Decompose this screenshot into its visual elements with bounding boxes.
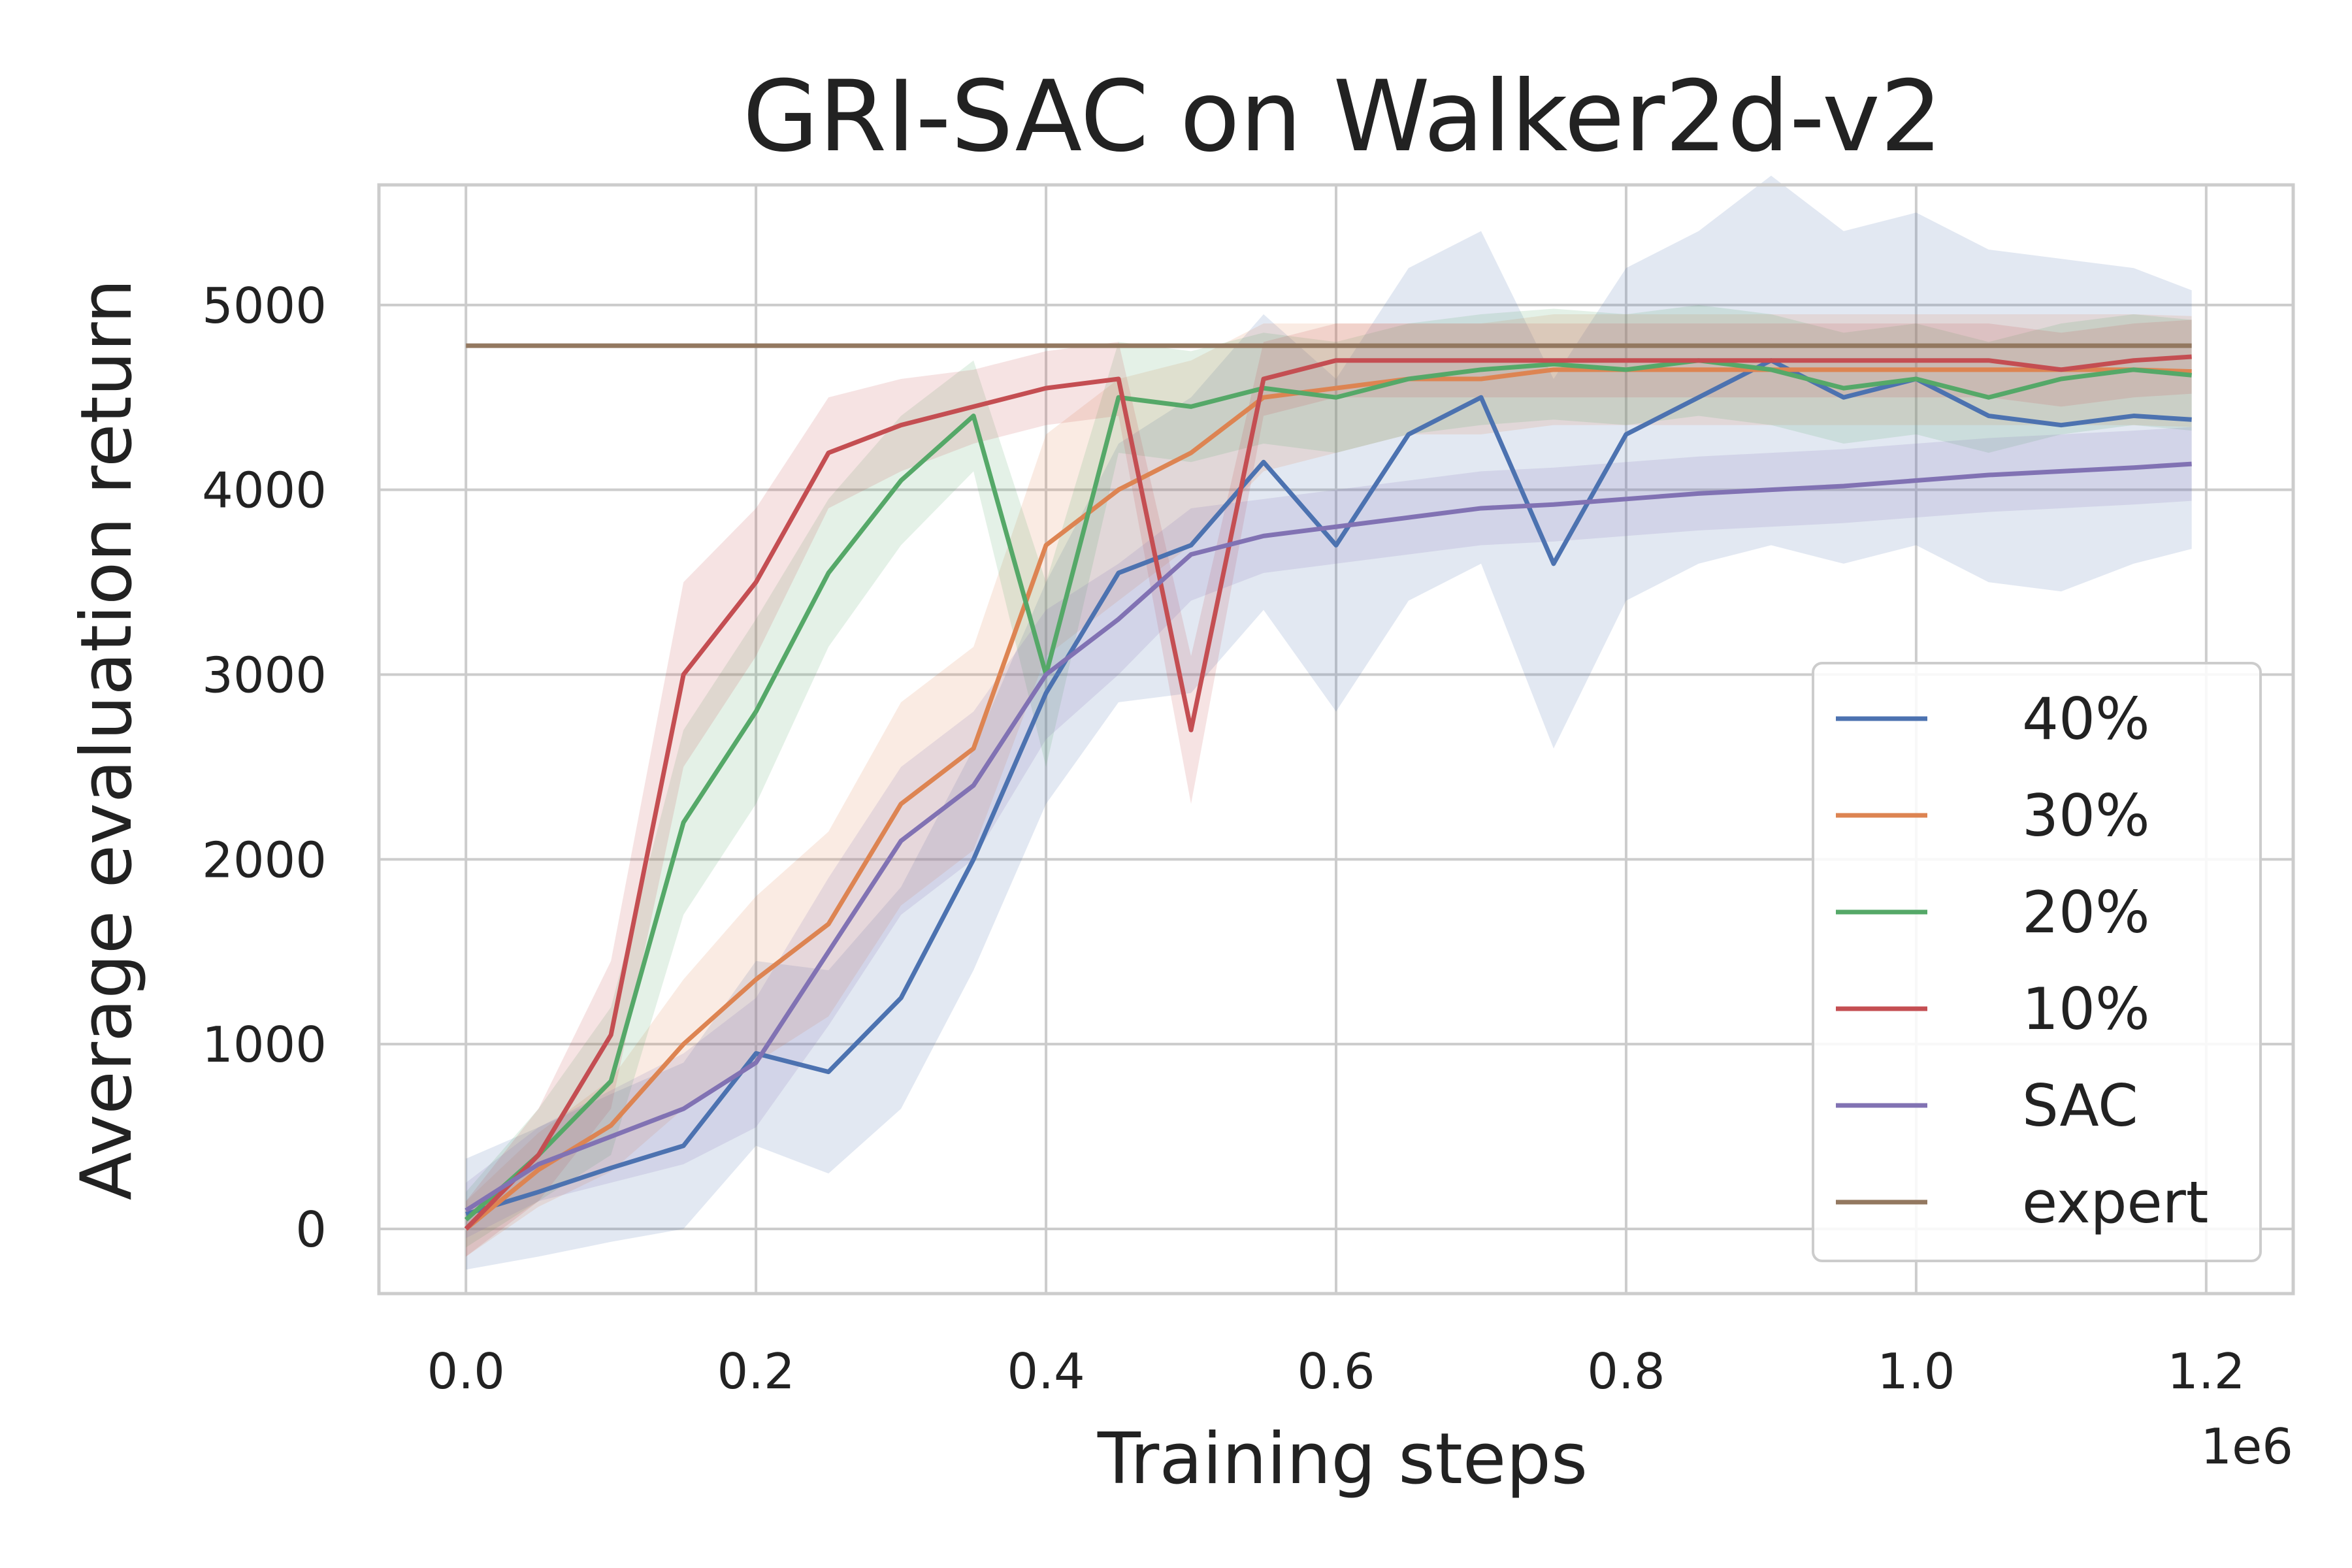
legend-label: expert [2022,1169,2208,1236]
x-tick-label: 0.4 [1007,1343,1085,1400]
legend-box [1812,662,2262,1262]
x-tick-label: 0.6 [1297,1343,1375,1400]
legend-label: 30% [2022,782,2150,849]
x-tick-labels: 0.0 0.2 0.4 0.6 0.8 1.0 1.2 [427,1343,2246,1400]
plot-frame [377,183,2295,1296]
series-line-SAC [465,461,2192,1213]
confidence-bands [466,175,2192,1270]
series-line-10% [464,354,2192,1231]
legend-label: 20% [2022,879,2150,946]
x-tick-label: 1.0 [1877,1343,1955,1400]
x-tick-label: 1.2 [2167,1343,2245,1400]
y-tick-label: 3000 [202,647,327,704]
series-line-20% [464,358,2192,1222]
y-axis-label: Average evaluation return [66,279,148,1200]
legend: 40% 30% 20% 10% SAC expert [1812,662,2262,1262]
band-40% [466,175,2192,1270]
y-tick-label: 5000 [202,277,327,335]
x-tick-label: 0.8 [1587,1343,1665,1400]
band-SAC [466,427,2192,1239]
y-tick-labels: 0 1000 2000 3000 4000 5000 [202,277,327,1258]
legend-label: 40% [2022,685,2150,753]
y-tick-label: 4000 [202,462,327,519]
legend-label: SAC [2022,1072,2138,1139]
x-offset-label: 1e6 [2200,1418,2293,1475]
x-tick-label: 0.2 [717,1343,794,1400]
chart-title: GRI-SAC on Walker2d-v2 [743,60,1942,174]
series-line-30% [464,367,2192,1231]
x-axis-label: Training steps [1097,1418,1588,1500]
y-tick-label: 0 [295,1201,327,1258]
y-tick-label: 1000 [202,1016,327,1073]
y-tick-label: 2000 [202,831,327,889]
legend-label: 10% [2022,975,2150,1043]
x-tick-label: 0.0 [427,1343,505,1400]
band-20% [466,304,2192,1248]
band-30% [466,314,2192,1257]
series-lines [464,343,2192,1231]
